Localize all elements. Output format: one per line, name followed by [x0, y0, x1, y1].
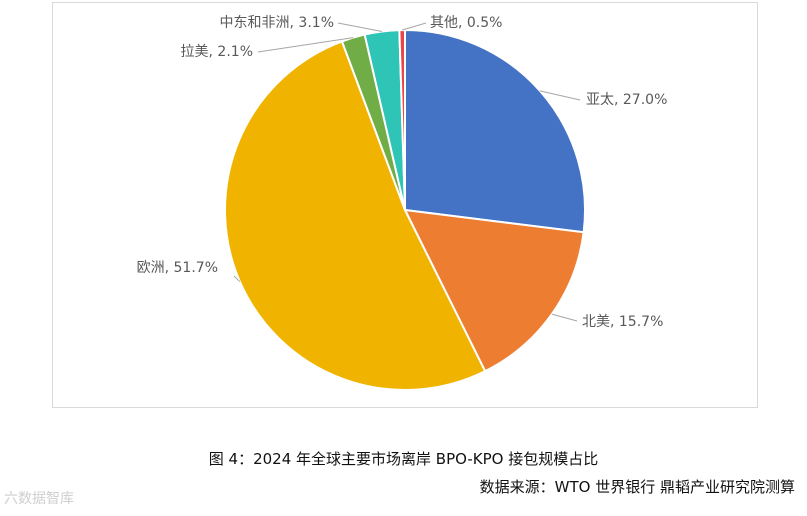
slice-label-3: 拉美, 2.1% — [181, 44, 253, 60]
pie-slice-2 — [224, 40, 487, 391]
data-source: 数据来源：WTO 世界银行 鼎韬产业研究院测算 — [479, 478, 795, 496]
slice-label-0: 亚太, 27.0% — [586, 92, 667, 108]
slice-label-5: 其他, 0.5% — [430, 15, 502, 31]
leader-line-3 — [257, 37, 354, 53]
pie-slice-0 — [404, 28, 586, 234]
slice-label-2: 欧洲, 51.7% — [137, 260, 218, 276]
leader-line-2 — [233, 275, 241, 283]
leader-line-0 — [539, 90, 581, 101]
leader-line-5 — [402, 22, 427, 31]
leader-line-1 — [551, 313, 578, 322]
watermark: 六数据智库 — [4, 491, 74, 507]
figure-title: 图 4：2024 年全球主要市场离岸 BPO-KPO 接包规模占比 — [208, 450, 599, 468]
slice-label-4: 中东和非洲, 3.1% — [220, 15, 334, 31]
leader-line-4 — [337, 22, 382, 32]
slice-label-1: 北美, 15.7% — [582, 314, 663, 330]
